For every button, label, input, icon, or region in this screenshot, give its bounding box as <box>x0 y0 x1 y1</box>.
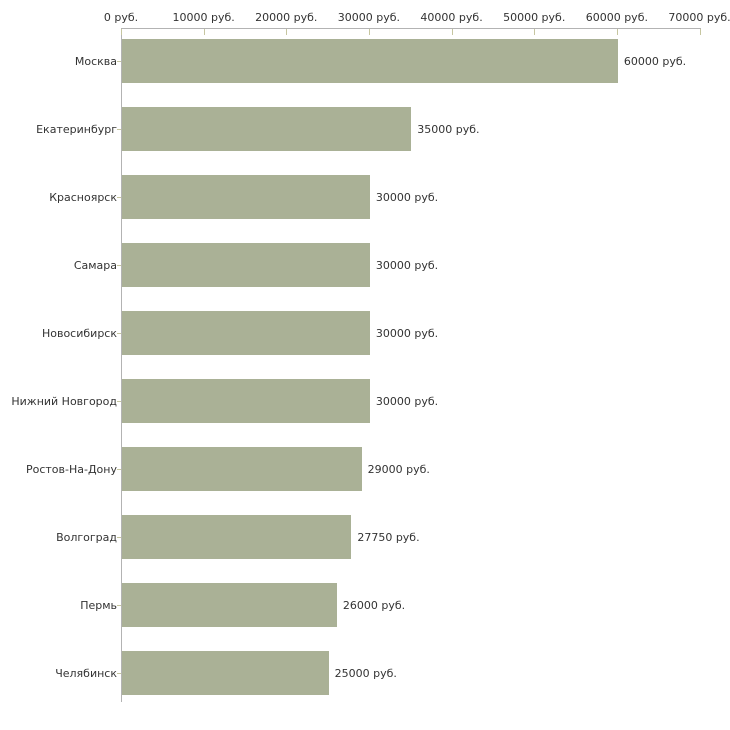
y-axis-tick <box>117 537 121 538</box>
y-axis-line <box>121 28 122 702</box>
x-axis-tick-label: 0 руб. <box>103 11 139 24</box>
x-axis-tick-label: 40000 руб. <box>420 11 483 24</box>
bar-value-label: 25000 руб. <box>334 666 397 680</box>
x-axis-tick <box>617 29 618 35</box>
bar <box>122 515 352 559</box>
x-axis-tick-label: 70000 руб. <box>668 11 730 24</box>
category-label: Новосибирск <box>41 326 117 340</box>
y-axis-tick <box>117 333 121 334</box>
y-axis-tick <box>117 469 121 470</box>
bar-value-label: 26000 руб. <box>342 598 406 612</box>
bar-value-label: 60000 руб. <box>623 54 687 68</box>
category-label: Челябинск <box>55 666 117 680</box>
category-label: Пермь <box>80 598 117 612</box>
y-axis-tick <box>117 265 121 266</box>
category-label: Нижний Новгород <box>11 394 117 408</box>
bar <box>122 243 370 287</box>
bar <box>122 311 370 355</box>
bar-value-label: 30000 руб. <box>375 326 439 340</box>
y-axis-tick <box>117 129 121 130</box>
y-axis-tick <box>117 401 121 402</box>
x-axis-tick <box>452 29 453 35</box>
bar <box>122 379 370 423</box>
bar-value-label: 27750 руб. <box>357 530 420 544</box>
x-axis-tick <box>534 29 535 35</box>
y-axis-tick <box>117 197 121 198</box>
category-label: Москва <box>74 54 117 68</box>
category-label: Волгоград <box>56 530 117 544</box>
category-label: Самара <box>73 258 117 272</box>
x-axis-tick-label: 20000 руб. <box>255 11 318 24</box>
bar-value-label: 30000 руб. <box>375 394 439 408</box>
x-axis-tick <box>700 29 701 35</box>
x-axis-tick <box>204 29 205 35</box>
x-axis-tick-label: 10000 руб. <box>172 11 235 24</box>
bar <box>122 175 370 219</box>
y-axis-tick <box>117 673 121 674</box>
x-axis-tick <box>286 29 287 35</box>
category-label: Екатеринбург <box>36 122 117 136</box>
x-axis-tick <box>369 29 370 35</box>
x-axis-tick-label: 50000 руб. <box>503 11 566 24</box>
x-axis-line <box>121 28 701 29</box>
x-axis-tick-label: 60000 руб. <box>585 11 648 24</box>
bar-value-label: 35000 руб. <box>417 122 480 136</box>
bar-value-label: 30000 руб. <box>375 190 439 204</box>
bar <box>122 583 337 627</box>
bar <box>122 107 412 151</box>
bar-value-label: 30000 руб. <box>375 258 439 272</box>
category-label: Красноярск <box>49 190 117 204</box>
bar <box>122 447 362 491</box>
category-label: Ростов-На-Дону <box>25 462 117 476</box>
y-axis-tick <box>117 605 121 606</box>
x-axis-tick <box>121 29 122 35</box>
bar-value-label: 29000 руб. <box>367 462 430 476</box>
x-axis-tick-label: 30000 руб. <box>337 11 401 24</box>
bar <box>122 39 618 83</box>
bar <box>122 651 329 695</box>
y-axis-tick <box>117 61 121 62</box>
